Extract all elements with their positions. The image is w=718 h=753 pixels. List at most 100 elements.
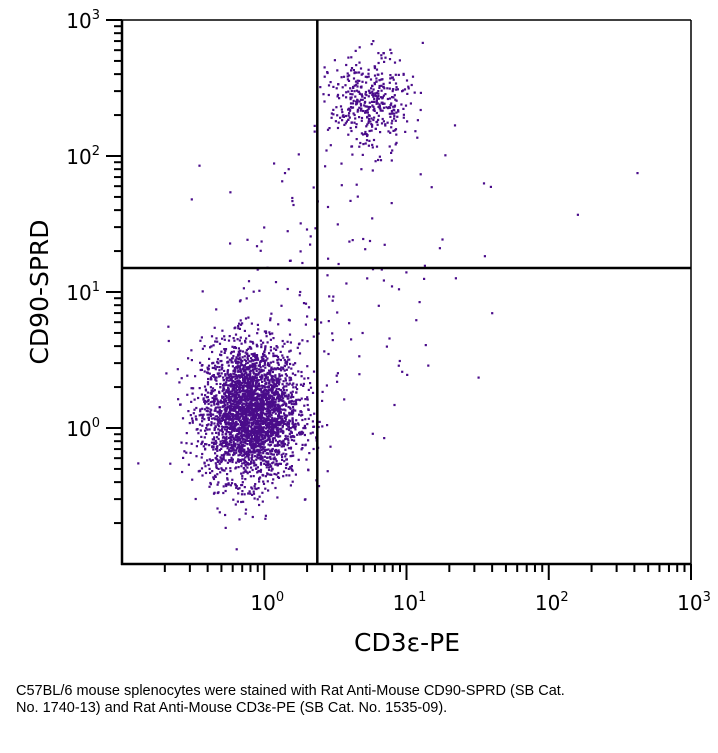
data-point [264,422,267,425]
data-point [242,453,245,457]
data-point [368,129,371,133]
data-point [216,447,219,450]
data-point [219,382,222,386]
data-point [217,373,220,376]
data-point [292,203,295,207]
data-point [254,425,257,428]
data-point [221,439,224,442]
data-point [286,462,289,465]
data-point [256,356,259,359]
data-point [244,478,247,481]
data-point [291,480,294,483]
data-point [222,386,225,389]
data-point [230,361,233,364]
data-point [243,370,246,373]
data-point [250,406,253,409]
data-point [282,393,285,396]
data-point [262,352,265,355]
data-point [250,377,253,380]
data-point [213,375,216,378]
data-point [248,389,251,392]
data-point [201,290,204,293]
data-point [275,433,278,436]
data-point [291,417,294,420]
data-point [209,386,212,389]
data-point [233,369,237,372]
data-point [380,122,384,125]
data-point [291,419,294,422]
data-point [236,357,239,360]
data-point [304,323,307,326]
data-point [220,425,223,428]
data-point [226,443,229,446]
data-point [239,390,242,393]
data-point [396,88,399,91]
data-point [237,430,240,433]
data-point [367,114,370,117]
data-point [252,354,255,358]
data-point [219,456,222,459]
data-point [270,312,273,315]
data-point [225,406,228,409]
data-point [247,492,250,495]
data-point [372,109,375,112]
data-point [209,378,212,381]
data-point [235,466,238,469]
data-point [282,400,285,403]
data-point [239,406,242,409]
data-point [211,432,214,435]
data-point [345,63,348,67]
data-point [290,468,294,471]
data-point [242,500,245,503]
data-point [251,362,254,365]
data-point [249,441,252,444]
data-point [221,405,224,409]
data-point [218,511,221,514]
data-point [181,417,185,420]
data-point [288,350,291,353]
data-point [294,373,297,377]
data-point [276,396,279,399]
data-point [229,395,232,398]
data-point [255,382,258,385]
data-point [226,453,229,456]
data-point [183,450,186,453]
data-point [256,449,259,452]
data-point [236,435,239,438]
data-point [418,301,421,304]
data-point [251,487,254,490]
data-point [275,379,278,382]
data-point [356,195,359,198]
data-point [391,96,394,99]
data-point [266,473,269,476]
data-point [246,356,249,359]
data-point [258,368,261,371]
data-point [235,384,238,387]
data-point [205,406,208,409]
data-point [199,361,202,364]
data-point [291,383,294,386]
data-point [257,440,260,443]
data-point [230,430,233,433]
data-point [360,119,363,122]
data-point [217,431,220,434]
data-point [243,433,246,436]
data-point [213,491,216,494]
data-point [271,390,274,393]
data-point [260,359,263,362]
data-point [228,384,231,387]
data-point [280,366,283,369]
data-point [230,427,234,430]
data-point [251,445,254,448]
data-point [287,383,290,386]
data-point [243,470,246,473]
data-point [268,419,271,422]
data-point [312,335,315,338]
data-point [245,371,248,374]
data-point [242,467,245,470]
data-point [362,143,365,146]
data-point [256,442,259,445]
data-point [250,418,253,421]
data-point [192,387,195,390]
data-point [224,451,227,455]
